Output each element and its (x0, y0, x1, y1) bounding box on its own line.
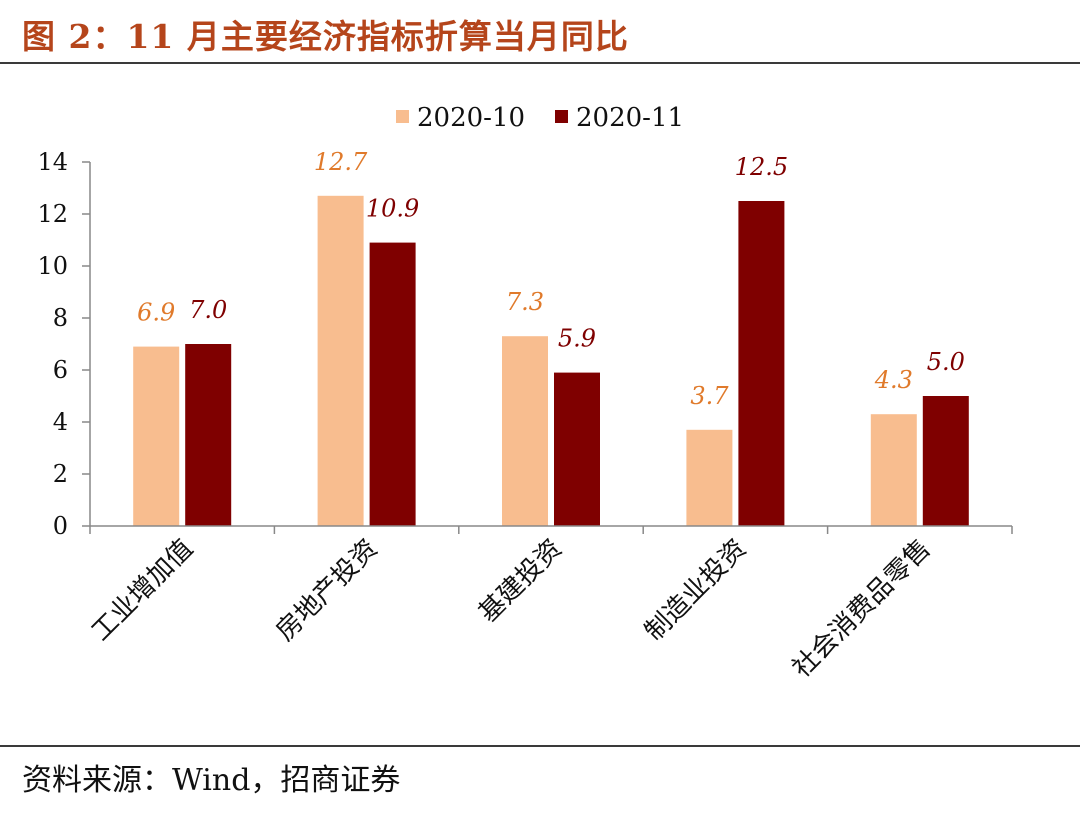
bars (133, 195, 969, 527)
bar-2020-11-2 (554, 372, 600, 526)
bar-2020-10-0 (133, 346, 180, 526)
category-label: 制造业投资 (639, 534, 752, 647)
y-axis: 0 2 4 6 8 10 12 14 (37, 148, 91, 540)
top-rule (0, 62, 1080, 64)
y-tick-label: 10 (37, 252, 68, 280)
bar-2020-10-3 (686, 429, 733, 526)
bar-2020-10-4 (870, 414, 917, 526)
legend-label: 2020-10 (417, 103, 525, 133)
data-label: 5.0 (927, 348, 965, 376)
data-label: 5.9 (558, 325, 596, 353)
y-tick-label: 2 (53, 460, 68, 488)
legend: 2020-10 2020-11 (396, 103, 684, 133)
data-label: 7.3 (506, 288, 544, 316)
x-axis: 工业增加值 房地产投资 基建投资 制造业投资 社会消费品零售 (86, 525, 1013, 684)
bottom-rule (0, 745, 1080, 747)
bar-2020-11-4 (922, 396, 969, 526)
figure-title: 图 2：11 月主要经济指标折算当月同比 (22, 17, 629, 56)
category-label: 社会消费品零售 (787, 534, 937, 684)
y-tick-label: 12 (37, 200, 68, 228)
data-label: 12.7 (314, 148, 368, 176)
data-label: 7.0 (189, 296, 227, 324)
data-labels: 6.9 12.7 7.3 3.7 4.3 7.0 10.9 5.9 12.5 5.0 (137, 148, 965, 410)
bar-2020-10-2 (502, 336, 548, 526)
legend-label: 2020-11 (576, 103, 684, 133)
category-label: 房地产投资 (270, 534, 383, 647)
y-tick-label: 0 (53, 512, 68, 540)
source-note: 资料来源：Wind，招商证券 (22, 763, 401, 798)
bar-2020-11-0 (185, 344, 232, 526)
y-tick-label: 6 (53, 356, 68, 384)
category-label: 基建投资 (473, 534, 568, 629)
legend-swatch (555, 110, 568, 123)
data-label: 4.3 (874, 366, 913, 394)
data-label: 12.5 (735, 153, 788, 181)
data-label: 6.9 (137, 299, 175, 327)
y-tick-label: 8 (53, 304, 68, 332)
bar-2020-11-3 (738, 201, 785, 526)
data-label: 3.7 (690, 382, 729, 410)
y-tick-label: 14 (37, 148, 68, 176)
data-label: 10.9 (366, 195, 419, 223)
bar-chart: 2020-10 2020-11 0 2 4 6 8 10 12 14 6.9 12.7 7.3 3.7… (37, 103, 1013, 684)
y-tick-label: 4 (53, 408, 68, 436)
bar-2020-10-1 (317, 195, 364, 527)
category-label: 工业增加值 (86, 534, 199, 647)
bar-2020-11-1 (369, 242, 416, 526)
legend-swatch (396, 110, 409, 123)
